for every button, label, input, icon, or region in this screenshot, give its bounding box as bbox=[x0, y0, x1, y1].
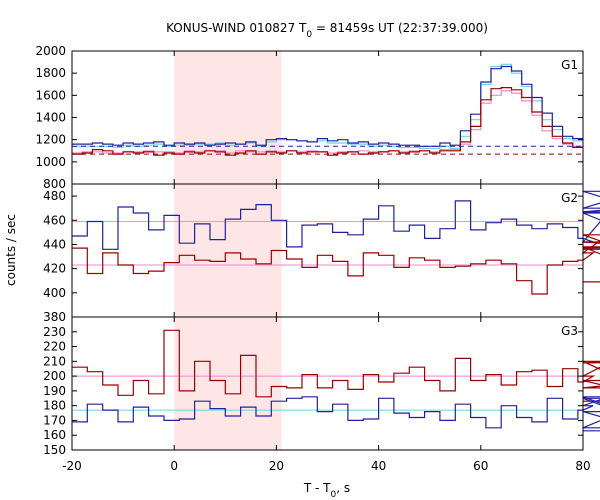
y-tick-label-G2: 480 bbox=[43, 189, 66, 203]
y-tick-label-G2: 440 bbox=[43, 237, 66, 251]
y-tick-label-G3: 200 bbox=[43, 369, 66, 383]
y-tick-label-G2: 400 bbox=[43, 286, 66, 300]
y-tick-label-G3: 190 bbox=[43, 384, 66, 398]
x-axis-label: T - T0, s bbox=[303, 481, 350, 500]
y-tick-label-G2: 460 bbox=[43, 213, 66, 227]
panel-frame-G3 bbox=[71, 316, 584, 451]
series-line-G1-3 bbox=[72, 87, 583, 156]
y-tick-label-G3: 170 bbox=[43, 413, 66, 427]
y-tick-label-G1: 1600 bbox=[35, 88, 66, 102]
y-tick-label-G3: 180 bbox=[43, 399, 66, 413]
y-tick-label-G3: 160 bbox=[43, 428, 66, 442]
y-tick-label-G1: 1400 bbox=[35, 111, 66, 125]
chart-title: KONUS-WIND 010827 T0 = 81459s UT (22:37:… bbox=[166, 21, 488, 40]
panel-label-G3: G3 bbox=[561, 324, 578, 338]
series-line-G1-1 bbox=[72, 90, 583, 154]
x-tick-label: 0 bbox=[170, 459, 178, 473]
y-tick-label-G1: 1200 bbox=[35, 133, 66, 147]
series-line-G3-2 bbox=[72, 329, 600, 402]
y-tick-label-G3: 210 bbox=[43, 354, 66, 368]
series-line-G2-3 bbox=[72, 234, 600, 295]
y-tick-label-G2: 380 bbox=[43, 310, 66, 324]
panel-label-G1: G1 bbox=[561, 58, 578, 72]
series-line-G1-2 bbox=[72, 65, 583, 147]
y-tick-label-G1: 1000 bbox=[35, 155, 66, 169]
x-tick-label: -20 bbox=[62, 459, 82, 473]
y-tick-label-G3: 220 bbox=[43, 340, 66, 354]
x-tick-label: 20 bbox=[269, 459, 284, 473]
series-line-G3-3 bbox=[72, 396, 600, 432]
y-tick-label-G3: 150 bbox=[43, 443, 66, 457]
x-tick-label: 80 bbox=[575, 459, 590, 473]
y-tick-label-G2: 420 bbox=[43, 262, 66, 276]
y-tick-label-G1: 2000 bbox=[35, 44, 66, 58]
y-tick-label-G3: 230 bbox=[43, 325, 66, 339]
series-line-G2-2 bbox=[72, 190, 600, 250]
x-tick-label: 40 bbox=[371, 459, 386, 473]
y-tick-label-G1: 800 bbox=[43, 177, 66, 191]
x-tick-label: 60 bbox=[473, 459, 488, 473]
highlight-interval bbox=[174, 51, 282, 450]
panel-label-G2: G2 bbox=[561, 191, 578, 205]
y-tick-label-G1: 1800 bbox=[35, 66, 66, 80]
y-axis-label: counts / sec bbox=[4, 214, 18, 286]
